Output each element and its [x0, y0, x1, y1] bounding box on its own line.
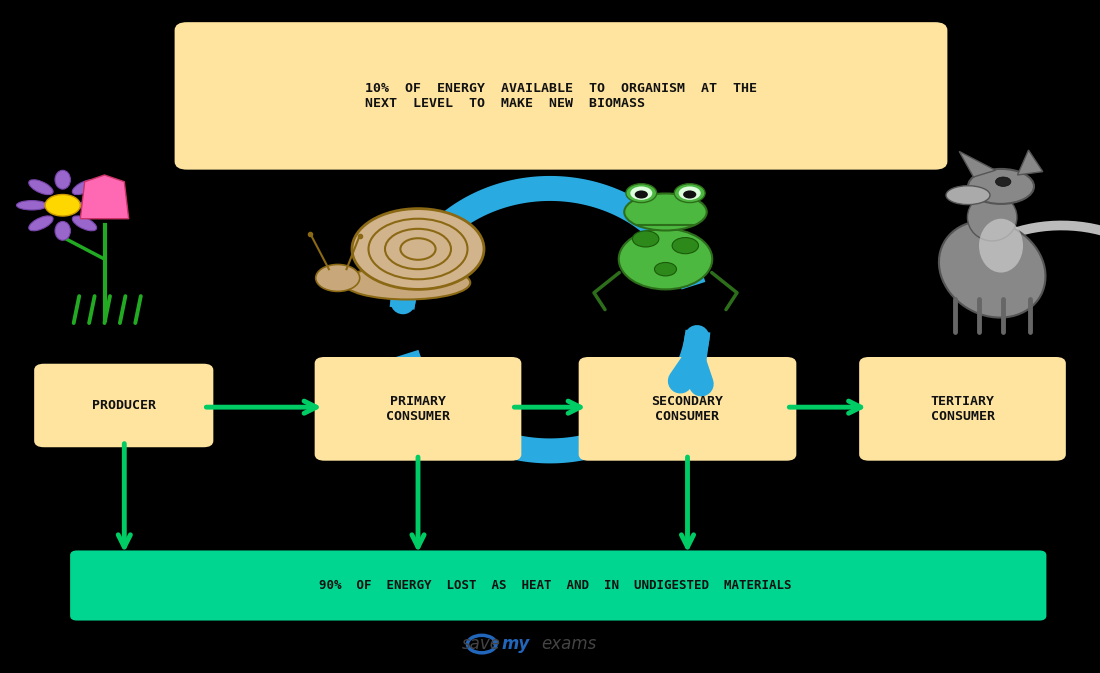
Text: my: my: [502, 635, 530, 653]
Circle shape: [679, 186, 701, 200]
Circle shape: [654, 262, 676, 276]
Ellipse shape: [946, 186, 990, 205]
Ellipse shape: [29, 180, 53, 194]
Text: TERTIARY
CONSUMER: TERTIARY CONSUMER: [931, 395, 994, 423]
Ellipse shape: [78, 201, 109, 210]
Circle shape: [45, 194, 80, 216]
Ellipse shape: [979, 219, 1023, 273]
Text: PRODUCER: PRODUCER: [92, 399, 156, 413]
Ellipse shape: [968, 169, 1034, 204]
Circle shape: [996, 177, 1011, 186]
Text: 90%  OF  ENERGY  LOST  AS  HEAT  AND  IN  UNDIGESTED  MATERIALS: 90% OF ENERGY LOST AS HEAT AND IN UNDIGE…: [319, 579, 792, 592]
Text: PRIMARY
CONSUMER: PRIMARY CONSUMER: [386, 395, 450, 423]
Ellipse shape: [939, 221, 1045, 318]
Text: 10%  OF  ENERGY  AVAILABLE  TO  ORGANISM  AT  THE
NEXT  LEVEL  TO  MAKE  NEW  BI: 10% OF ENERGY AVAILABLE TO ORGANISM AT T…: [365, 81, 757, 110]
Text: exams: exams: [541, 635, 596, 653]
Circle shape: [630, 186, 652, 200]
Circle shape: [316, 264, 360, 291]
Circle shape: [674, 184, 705, 203]
Circle shape: [635, 190, 648, 199]
Ellipse shape: [625, 194, 706, 230]
FancyBboxPatch shape: [176, 24, 946, 168]
Ellipse shape: [73, 180, 97, 194]
Circle shape: [632, 231, 659, 247]
Ellipse shape: [618, 229, 713, 289]
Text: save: save: [462, 635, 501, 653]
FancyBboxPatch shape: [316, 358, 520, 460]
Circle shape: [352, 209, 484, 289]
Polygon shape: [80, 175, 129, 219]
Ellipse shape: [55, 221, 70, 240]
Circle shape: [626, 184, 657, 203]
Ellipse shape: [55, 170, 70, 189]
FancyBboxPatch shape: [35, 365, 212, 446]
FancyBboxPatch shape: [72, 552, 1045, 619]
Polygon shape: [1018, 150, 1043, 175]
Polygon shape: [959, 151, 996, 177]
Text: SECONDARY
CONSUMER: SECONDARY CONSUMER: [651, 395, 724, 423]
FancyBboxPatch shape: [860, 358, 1065, 460]
FancyBboxPatch shape: [580, 358, 795, 460]
Ellipse shape: [29, 216, 53, 231]
Circle shape: [683, 190, 696, 199]
Ellipse shape: [16, 201, 47, 210]
Ellipse shape: [73, 216, 97, 231]
Ellipse shape: [968, 194, 1016, 241]
Ellipse shape: [343, 266, 471, 299]
Circle shape: [672, 238, 698, 254]
